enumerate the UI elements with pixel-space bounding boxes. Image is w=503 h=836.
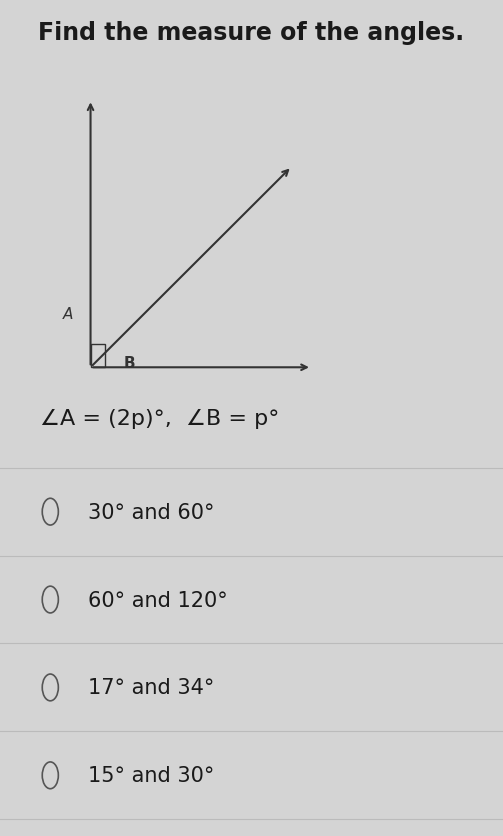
Text: A: A — [62, 307, 73, 322]
Text: 60° and 120°: 60° and 120° — [88, 590, 228, 609]
Text: ∠A = (2p)°,  ∠B = p°: ∠A = (2p)°, ∠B = p° — [40, 408, 280, 428]
Text: 30° and 60°: 30° and 60° — [88, 502, 214, 522]
Text: Find the measure of the angles.: Find the measure of the angles. — [38, 21, 465, 45]
Text: 17° and 34°: 17° and 34° — [88, 678, 214, 697]
Text: B: B — [123, 355, 135, 370]
Text: 15° and 30°: 15° and 30° — [88, 766, 214, 785]
